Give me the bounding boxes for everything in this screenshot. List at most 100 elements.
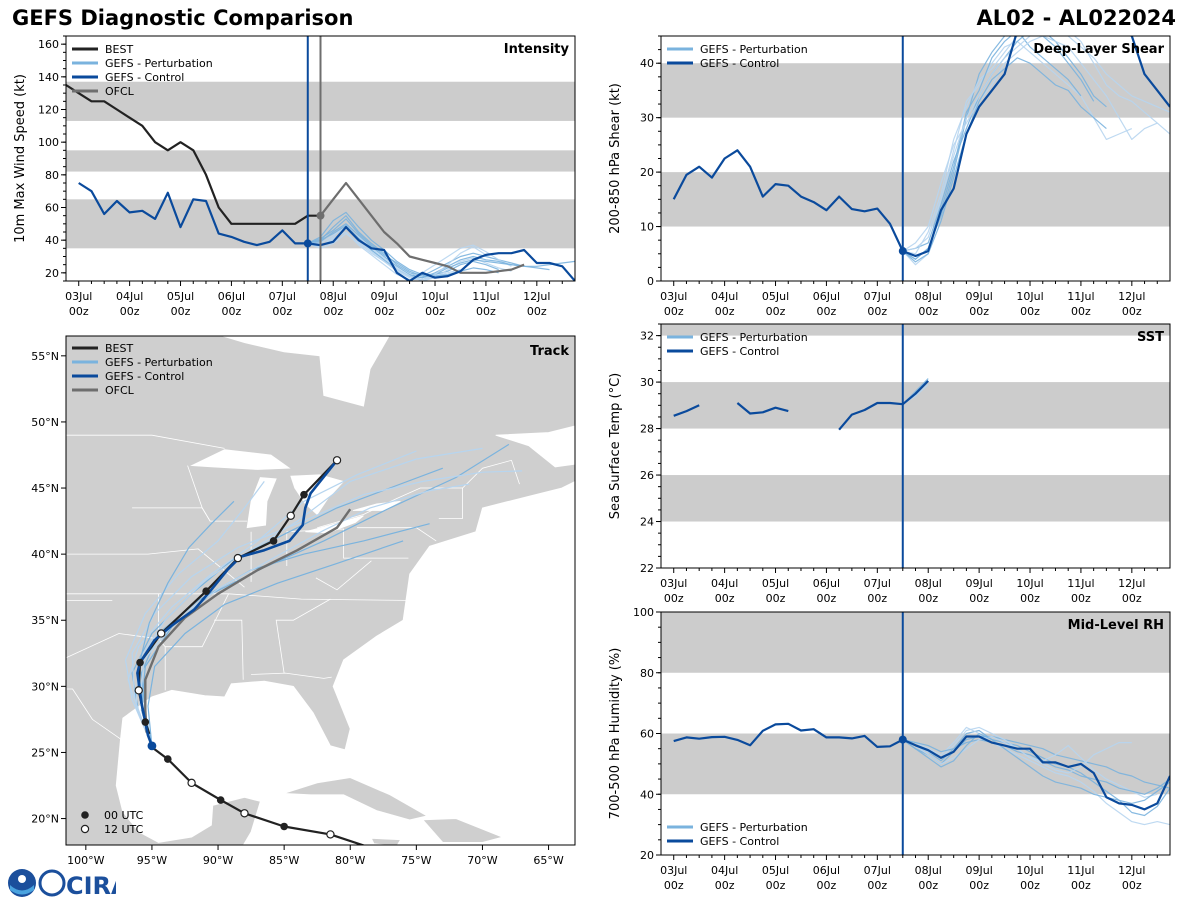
- perturbation-line: [307, 224, 575, 279]
- y-tick-label: 20: [640, 166, 654, 179]
- x-tick-label: 09Jul: [370, 290, 397, 303]
- x-tick-label: 00z: [476, 305, 496, 318]
- x-tick-label: 00z: [867, 592, 887, 605]
- track-panel-title: Track: [530, 344, 569, 359]
- country-border: [317, 459, 520, 529]
- lon-tick-label: 65°W: [533, 854, 563, 867]
- x-tick-label: 10Jul: [1016, 864, 1043, 877]
- best-track-marker: [136, 658, 144, 667]
- x-tick-label: 00z: [969, 305, 989, 318]
- track-chart: 100°W 95°W 90°W 85°W 80°W 75°W 70°W 65°W 20°N 25°…: [31, 335, 576, 867]
- x-tick-label: 08Jul: [915, 577, 942, 590]
- perturbation-line: [307, 211, 499, 276]
- legend-label: OFCL: [105, 85, 135, 98]
- x-tick-label: 06Jul: [218, 290, 245, 303]
- lat-tick-label: 50°N: [31, 416, 59, 429]
- x-tick-label: 03Jul: [660, 290, 687, 303]
- best-line: [66, 84, 321, 225]
- x-tick-label: 10Jul: [421, 290, 448, 303]
- y-tick-label: 26: [640, 469, 654, 482]
- x-tick-label: 11Jul: [1067, 290, 1094, 303]
- x-tick-label: 05Jul: [762, 577, 789, 590]
- x-tick-label: 08Jul: [320, 290, 347, 303]
- shear-plot-area: [661, 36, 1170, 281]
- legend-label: GEFS - Perturbation: [105, 356, 213, 369]
- x-tick-label: 00z: [1122, 305, 1142, 318]
- state-border: [315, 560, 372, 591]
- sst-y-axis-label: Sea Surface Temp (°C): [608, 373, 623, 520]
- climo-band: [661, 172, 1170, 227]
- legend-label: GEFS - Perturbation: [700, 821, 808, 834]
- lake-superior: [190, 449, 291, 470]
- best-track-marker: [216, 796, 225, 804]
- x-tick-label: 00z: [1071, 305, 1091, 318]
- x-tick-label: 00z: [1071, 879, 1091, 892]
- best-track-marker: [156, 629, 166, 638]
- x-tick-label: 03Jul: [65, 290, 92, 303]
- x-tick-label: 06Jul: [813, 577, 840, 590]
- best-track-marker: [280, 822, 288, 831]
- x-tick-label: 11Jul: [472, 290, 499, 303]
- y-tick-label: 40: [640, 788, 654, 801]
- x-tick-label: 00z: [766, 305, 786, 318]
- x-tick-label: 03Jul: [660, 577, 687, 590]
- x-tick-label: 00z: [817, 305, 837, 318]
- legend-label: GEFS - Control: [105, 71, 184, 84]
- sst-plot-area: [661, 324, 1170, 568]
- x-tick-label: 11Jul: [1067, 577, 1094, 590]
- x-tick-label: 12Jul: [1118, 864, 1145, 877]
- y-tick-label: 100: [633, 606, 654, 619]
- x-tick-label: 00z: [664, 305, 684, 318]
- noaa-logo-icon: CIRA: [8, 869, 130, 900]
- x-tick-label: 04Jul: [116, 290, 143, 303]
- best-track-marker: [332, 456, 342, 465]
- x-tick-label: 00z: [969, 879, 989, 892]
- logo: CIRA: [6, 866, 130, 900]
- intensity-panel-title: Intensity: [504, 42, 570, 57]
- legend-label: GEFS - Perturbation: [700, 43, 808, 56]
- control-line: [902, 380, 929, 406]
- perturbation-track: [140, 523, 430, 746]
- best-track-marker: [187, 778, 196, 788]
- y-tick-label: 24: [640, 516, 654, 529]
- best-track: [151, 746, 366, 845]
- x-tick-label: 00z: [969, 592, 989, 605]
- climo-band: [661, 324, 1170, 336]
- lon-tick-label: 100°W: [67, 854, 104, 867]
- y-tick-label: 0: [647, 275, 654, 288]
- x-tick-label: 11Jul: [1067, 864, 1094, 877]
- x-tick-label: 05Jul: [762, 290, 789, 303]
- intensity-y-axis-label: 10m Max Wind Speed (kt): [13, 74, 28, 243]
- x-tick-label: 12Jul: [1118, 577, 1145, 590]
- x-tick-label: 12Jul: [523, 290, 550, 303]
- x-tick-label: 09Jul: [965, 577, 992, 590]
- x-tick-label: 05Jul: [762, 864, 789, 877]
- x-tick-label: 00z: [69, 305, 89, 318]
- lat-tick-label: 40°N: [31, 548, 59, 561]
- x-tick-label: 00z: [715, 592, 735, 605]
- shear-chart: 0 10 20 30 40 03Jul 00z 04Jul 00z 05Jul 00z 06Jul 00…: [608, 35, 1171, 318]
- country-border: [66, 434, 225, 449]
- legend-label: GEFS - Perturbation: [105, 57, 213, 70]
- control-line: [673, 722, 1170, 811]
- best-track-marker: [326, 830, 335, 839]
- x-tick-label: 00z: [323, 305, 343, 318]
- legend-label: GEFS - Control: [105, 370, 184, 383]
- climo-band: [661, 382, 1170, 429]
- sst-panel-title: SST: [1137, 330, 1164, 345]
- shear-panel-title: Deep-Layer Shear: [1033, 42, 1164, 57]
- x-tick-label: 00z: [715, 879, 735, 892]
- perturbation-track: [131, 470, 523, 747]
- x-tick-label: 00z: [817, 879, 837, 892]
- legend-label: GEFS - Perturbation: [700, 331, 808, 344]
- legend-12utc-marker: [80, 824, 90, 834]
- country-border: [66, 688, 124, 741]
- north-america-land: [66, 336, 575, 845]
- best-track-marker: [134, 686, 143, 695]
- x-tick-label: 03Jul: [660, 864, 687, 877]
- y-tick-label: 160: [38, 38, 59, 51]
- perturbation-line: [902, 732, 1170, 804]
- x-tick-label: 00z: [918, 592, 938, 605]
- lat-tick-label: 25°N: [31, 746, 59, 759]
